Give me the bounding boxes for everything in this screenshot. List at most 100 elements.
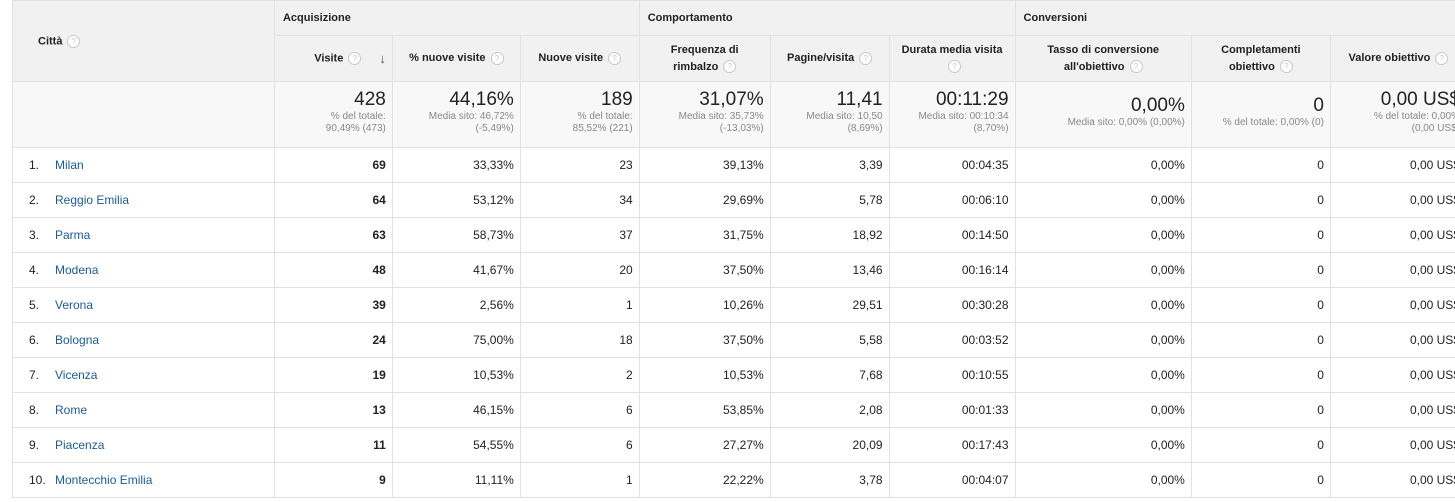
visits-header-label: Visite [314,52,344,65]
pages-per-visit-cell: 20,09 [769,427,890,463]
total-subtext: (8,69%) [847,122,883,134]
row-rank: 10. [29,473,46,487]
new-visits-header-label: Nuove visite [538,52,604,64]
city-link[interactable]: Montecchio Emilia [55,473,153,487]
new-visits-cell: 6 [519,427,640,463]
city-link[interactable]: Milan [55,158,84,172]
city-cell: 8. Rome [12,392,275,428]
pages-per-visit-cell: 2,08 [769,392,890,428]
table-row: 9. Piacenza 11 54,55% 6 27,27% 20,09 00:17:43 0,… [12,427,1455,463]
bounce-rate-cell: 29,69% [638,182,771,218]
pct-new-visits-cell: 41,67% [391,252,521,288]
row-rank: 8. [29,403,40,417]
help-icon[interactable]: ? [859,51,873,65]
city-link[interactable]: Parma [55,228,91,242]
new-visits-column-header[interactable]: Nuove visite? [519,35,640,82]
help-icon[interactable]: ? [948,60,962,74]
table-row: 7. Vicenza 19 10,53% 2 10,53% 7,68 00:10:55 0,00… [12,357,1455,393]
city-link[interactable]: Verona [55,298,94,312]
total-value: 00:11:29 [935,88,1009,110]
city-link[interactable]: Rome [55,403,88,417]
help-icon[interactable]: ? [1129,60,1143,74]
conversion-rate-cell: 0,00% [1014,322,1192,358]
pct-new-visits-cell: 53,12% [391,182,521,218]
pct-new-visits-cell: 10,53% [391,357,521,393]
row-rank: 7. [29,368,40,382]
avg-duration-cell: 00:06:10 [888,182,1016,218]
goal-value-cell: 0,00 US$ [1329,217,1455,253]
avg-duration-cell: 00:10:55 [888,357,1016,393]
goal-value-cell: 0,00 US$ [1329,392,1455,428]
header-group-row: Città? Acquisizione Comportamento Conver… [12,0,1455,82]
new-visits-cell: 34 [519,182,640,218]
total-value: 0 [1313,94,1324,116]
goal-completions-column-header[interactable]: Completamenti obiettivo? [1190,35,1331,82]
pct-new-visits-cell: 33,33% [391,147,521,183]
pages-per-visit-cell: 5,58 [769,322,890,358]
goal-header-label-line2: obiettivo [1228,60,1275,73]
help-icon[interactable]: ? [67,34,81,48]
city-link[interactable]: Piacenza [55,438,105,452]
total-subtext: 85,52% (221) [572,122,633,134]
city-link[interactable]: Vicenza [55,368,98,382]
avg-duration-column-header[interactable]: Durata media visita ? [888,35,1016,82]
bounce-header-label-line1: Frequenza di [670,43,739,56]
visits-column-header[interactable]: Visite? ↓ [273,35,393,82]
conversion-rate-cell: 0,00% [1014,217,1192,253]
goal-value-cell: 0,00 US$ [1329,427,1455,463]
conversion-rate-cell: 0,00% [1014,392,1192,428]
goal-header-label-line1: Completamenti [1221,43,1301,56]
visits-cell: 64 [273,182,393,218]
new-visits-cell: 6 [519,392,640,428]
total-value: 11,41 [836,88,883,110]
city-column-header[interactable]: Città? [12,0,275,82]
pages-per-visit-column-header[interactable]: Pagine/visita? [769,35,890,82]
total-visits: 428 % del totale: 90,49% (473) [273,81,393,148]
help-icon[interactable]: ? [1279,60,1293,74]
pct-new-visits-cell: 75,00% [391,322,521,358]
city-link[interactable]: Modena [55,263,99,277]
total-subtext: % del totale: [577,110,633,122]
city-cell: 7. Vicenza [12,357,275,393]
total-value: 31,07% [699,88,764,110]
avg-duration-cell: 00:14:50 [888,217,1016,253]
pct-new-visits-column-header[interactable]: % nuove visite? [391,35,521,82]
bounce-rate-cell: 10,53% [638,357,771,393]
conversion-rate-cell: 0,00% [1014,182,1192,218]
conversion-rate-column-header[interactable]: Tasso di conversione all'obiettivo? [1014,35,1192,82]
sort-descending-icon[interactable]: ↓ [379,50,386,66]
help-icon[interactable]: ? [490,51,504,65]
conversion-rate-cell: 0,00% [1014,427,1192,463]
goal-completions-cell: 0 [1190,357,1331,393]
help-icon[interactable]: ? [348,51,362,65]
city-cell: 6. Bologna [12,322,275,358]
city-header-label: Città [38,34,63,47]
goal-value-cell: 0,00 US$ [1329,252,1455,288]
city-link[interactable]: Reggio Emilia [55,193,130,207]
conversion-rate-cell: 0,00% [1014,252,1192,288]
visits-cell: 69 [273,147,393,183]
new-visits-cell: 1 [519,287,640,323]
row-rank: 9. [29,438,40,452]
total-new-visits: 189 % del totale: 85,52% (221) [519,81,640,148]
help-icon[interactable]: ? [723,60,737,74]
help-icon[interactable]: ? [1435,51,1449,65]
goal-value-column-header[interactable]: Valore obiettivo? [1329,35,1455,82]
total-subtext: % del totale: 0,00% (0) [1222,116,1324,128]
goal-completions-cell: 0 [1190,182,1331,218]
visits-cell: 19 [273,357,393,393]
bounce-rate-column-header[interactable]: Frequenza di rimbalzo? [638,35,771,82]
total-subtext: Media sito: 46,72% [428,110,514,122]
help-icon[interactable]: ? [608,51,622,65]
visits-cell: 24 [273,322,393,358]
visits-cell: 63 [273,217,393,253]
city-link[interactable]: Bologna [55,333,100,347]
pct-new-visits-cell: 54,55% [391,427,521,463]
pct-new-visits-cell: 58,73% [391,217,521,253]
total-subtext: Media sito: 35,73% [678,110,764,122]
bounce-rate-cell: 37,50% [638,322,771,358]
table-row: 1. Milan 69 33,33% 23 39,13% 3,39 00:04:35 0,00%… [12,147,1455,183]
total-subtext: Media sito: 10,50 [806,110,883,122]
total-pages-per-visit: 11,41 Media sito: 10,50 (8,69%) [769,81,890,148]
avg-duration-cell: 00:04:35 [888,147,1016,183]
